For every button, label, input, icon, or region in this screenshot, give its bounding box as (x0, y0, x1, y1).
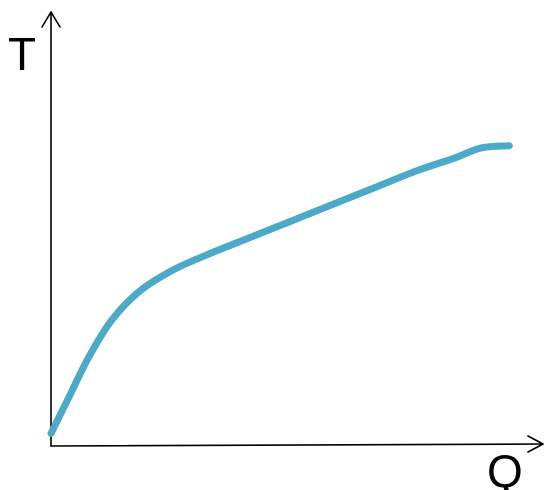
y-axis-arrowhead (41, 11, 61, 28)
series-line-0 (47, 142, 513, 437)
x-axis-label: Q (487, 445, 523, 490)
series-layer (47, 142, 513, 437)
x-axis-arrowhead (527, 435, 544, 453)
y-axis: T (8, 11, 61, 447)
y-axis-label: T (8, 28, 36, 80)
x-axis-line (50, 443, 544, 447)
x-axis: Q (50, 435, 544, 490)
